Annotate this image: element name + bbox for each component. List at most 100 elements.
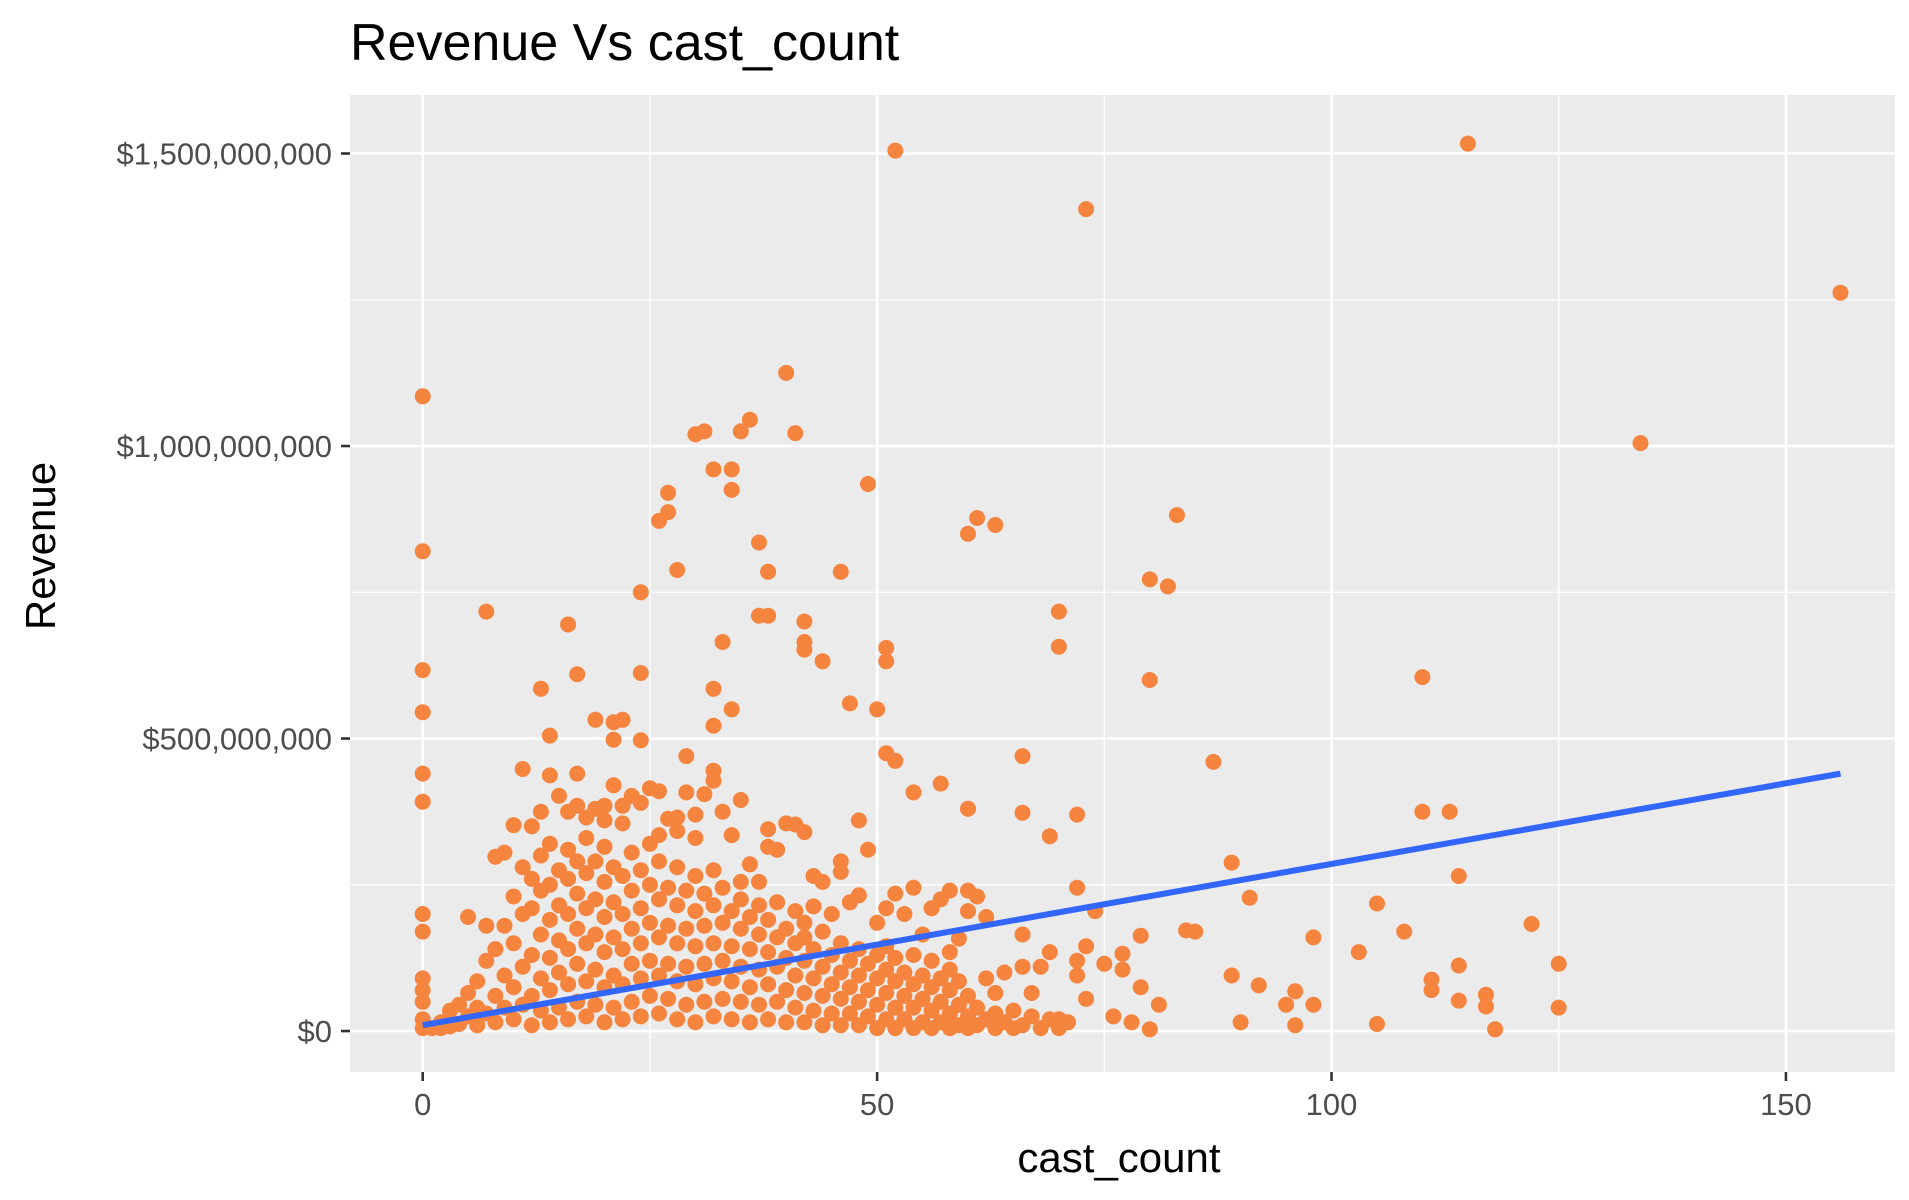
data-point bbox=[814, 923, 831, 940]
data-point bbox=[560, 941, 577, 958]
data-point bbox=[705, 680, 722, 697]
data-point bbox=[569, 765, 586, 782]
data-point bbox=[541, 911, 558, 928]
data-point bbox=[660, 917, 677, 934]
data-point bbox=[1132, 979, 1149, 996]
data-point bbox=[1041, 828, 1058, 845]
data-point bbox=[905, 784, 922, 801]
data-point bbox=[632, 970, 649, 987]
data-point bbox=[1287, 983, 1304, 1000]
data-point bbox=[787, 903, 804, 920]
data-point bbox=[1487, 1021, 1504, 1038]
data-point bbox=[841, 894, 858, 911]
data-point bbox=[660, 955, 677, 972]
data-point bbox=[678, 748, 695, 765]
data-point bbox=[660, 879, 677, 896]
data-point bbox=[960, 525, 976, 542]
data-point bbox=[1132, 927, 1149, 944]
data-point bbox=[578, 973, 595, 990]
x-tick-label: 100 bbox=[1306, 1087, 1358, 1122]
x-tick-label: 0 bbox=[414, 1087, 431, 1122]
data-point bbox=[705, 717, 722, 734]
data-point bbox=[523, 870, 540, 887]
data-point bbox=[687, 938, 704, 955]
data-point bbox=[623, 844, 640, 861]
data-point bbox=[805, 970, 822, 987]
data-point bbox=[1150, 996, 1167, 1013]
data-point bbox=[751, 873, 767, 890]
data-point bbox=[523, 818, 540, 835]
data-point bbox=[1450, 957, 1467, 974]
data-point bbox=[1123, 1014, 1140, 1031]
data-point bbox=[669, 823, 686, 839]
data-point bbox=[414, 543, 431, 560]
data-point bbox=[960, 800, 976, 817]
data-point bbox=[478, 917, 495, 934]
data-point bbox=[1478, 986, 1494, 1003]
data-point bbox=[778, 815, 795, 832]
data-point bbox=[1069, 952, 1086, 969]
data-point bbox=[823, 976, 840, 993]
data-point bbox=[414, 970, 431, 987]
data-point bbox=[496, 917, 513, 934]
data-point bbox=[814, 958, 831, 975]
data-point bbox=[687, 903, 704, 920]
data-point bbox=[796, 985, 813, 1001]
data-point bbox=[560, 976, 577, 993]
data-point bbox=[878, 985, 895, 1001]
data-point bbox=[760, 563, 777, 580]
data-point bbox=[614, 906, 631, 922]
data-point bbox=[505, 979, 522, 996]
data-point bbox=[896, 964, 913, 981]
data-point bbox=[578, 865, 595, 882]
data-point bbox=[505, 935, 522, 952]
data-point bbox=[1023, 1008, 1040, 1025]
data-point bbox=[741, 1014, 758, 1031]
data-point bbox=[896, 987, 913, 1004]
data-point bbox=[741, 979, 758, 996]
data-point bbox=[587, 996, 604, 1013]
data-point bbox=[541, 767, 558, 784]
y-tick-label: $1,000,000,000 bbox=[117, 429, 333, 464]
data-point bbox=[469, 1017, 486, 1034]
data-point bbox=[960, 882, 976, 899]
data-point bbox=[696, 917, 713, 934]
data-point bbox=[741, 411, 758, 428]
data-point bbox=[605, 731, 622, 748]
data-point bbox=[796, 613, 813, 630]
data-point bbox=[832, 563, 849, 580]
data-point bbox=[760, 607, 777, 624]
data-point bbox=[732, 873, 749, 890]
data-point bbox=[523, 1017, 540, 1034]
data-point bbox=[651, 967, 667, 984]
data-point bbox=[860, 841, 876, 858]
data-point bbox=[614, 797, 631, 814]
data-point bbox=[814, 987, 831, 1004]
data-point bbox=[414, 923, 431, 940]
data-point bbox=[1169, 507, 1185, 524]
data-point bbox=[1223, 967, 1240, 984]
data-point bbox=[1050, 603, 1067, 620]
data-point bbox=[605, 894, 622, 911]
data-point bbox=[696, 885, 713, 902]
data-point bbox=[1069, 879, 1086, 896]
data-point bbox=[723, 827, 740, 844]
data-point bbox=[560, 906, 577, 922]
data-point bbox=[469, 973, 486, 990]
x-tick-label: 150 bbox=[1760, 1087, 1812, 1122]
data-point bbox=[1014, 958, 1031, 975]
data-point bbox=[778, 1014, 795, 1031]
data-point bbox=[932, 993, 949, 1010]
data-point bbox=[887, 999, 904, 1016]
data-point bbox=[714, 952, 731, 969]
data-point bbox=[1105, 1008, 1122, 1025]
data-point bbox=[751, 926, 767, 943]
data-point bbox=[760, 911, 777, 928]
data-point bbox=[923, 900, 940, 917]
data-point bbox=[641, 914, 658, 931]
data-point bbox=[641, 952, 658, 969]
data-point bbox=[505, 817, 522, 834]
data-point bbox=[669, 897, 686, 914]
data-point bbox=[832, 990, 849, 1007]
data-point bbox=[1305, 929, 1322, 946]
